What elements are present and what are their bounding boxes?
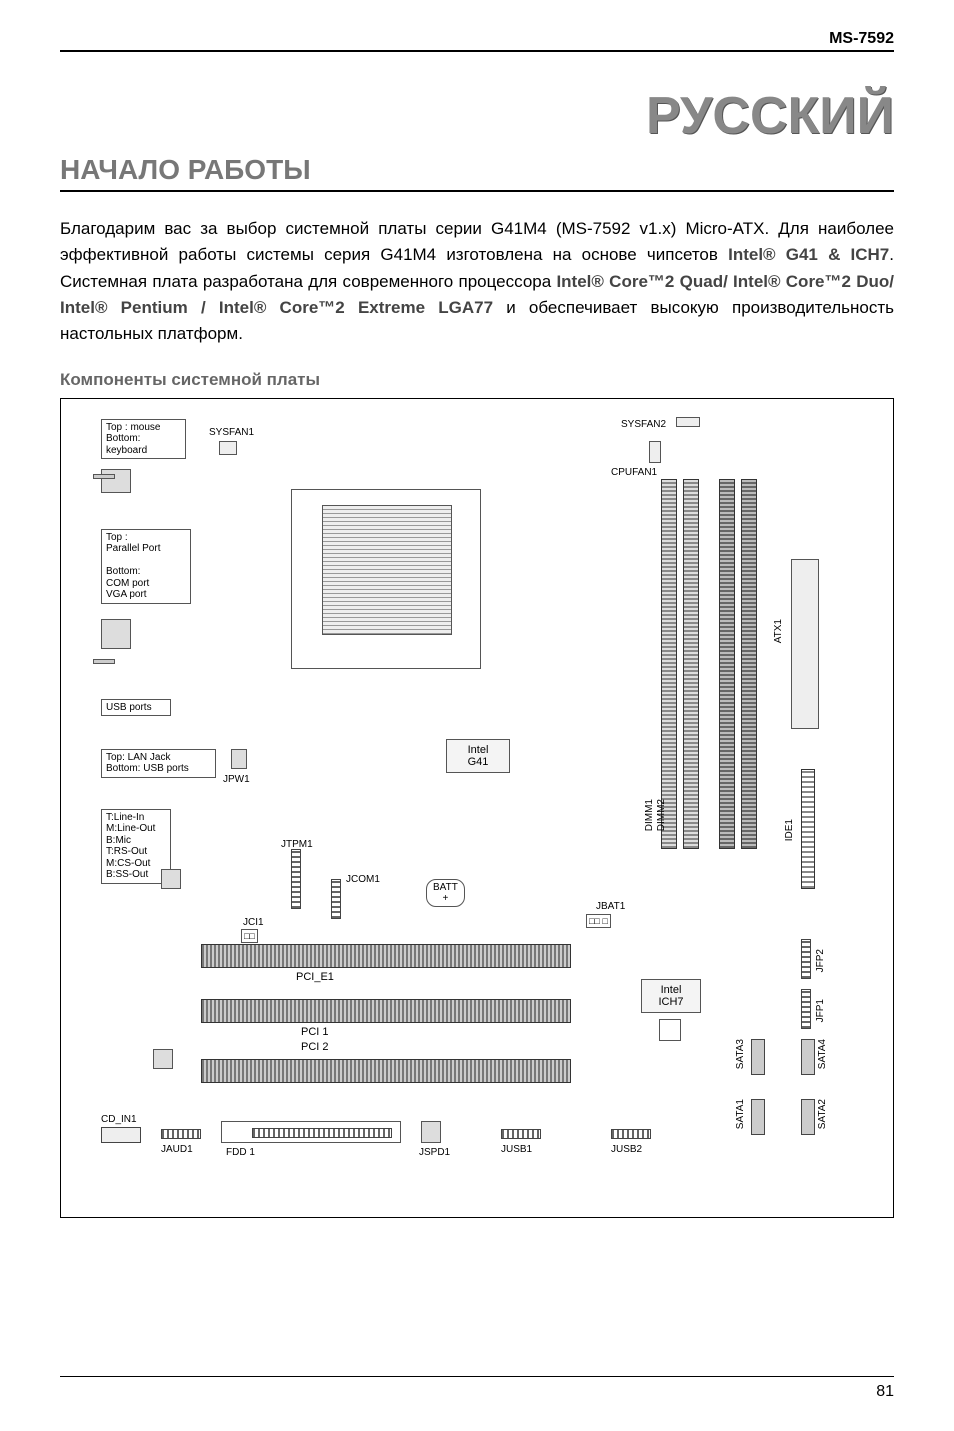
small-chip-icon [153, 1049, 173, 1069]
parallel-port-icon [101, 619, 131, 649]
language-title: РУССКИЙ [60, 86, 894, 146]
ps2-port-icon [101, 469, 131, 493]
edge-nub-icon [93, 659, 115, 664]
jci1-block-icon: □□ [241, 929, 258, 943]
dimm2-label: DIMM2 [656, 799, 667, 831]
pci-slot-icon [201, 1059, 571, 1083]
sysfan2-label: SYSFAN2 [621, 419, 666, 431]
jpw1-label: JPW1 [223, 774, 250, 786]
ide1-label: IDE1 [784, 819, 795, 841]
cdin1-connector-icon [101, 1127, 141, 1143]
sysfan1-header-icon [219, 441, 237, 455]
dimm-slot-icon [661, 479, 677, 849]
jfp2-header-icon [801, 939, 811, 979]
jusb1-header-icon [501, 1129, 541, 1139]
cpufan1-header-icon [649, 441, 661, 463]
jaud1-header-icon [161, 1129, 201, 1139]
header-rule [60, 50, 894, 52]
sata3-label: SATA3 [735, 1039, 746, 1069]
jbat1-block-icon: □□ □ [586, 914, 611, 928]
sysfan2-header-icon [676, 417, 700, 427]
pci-slot-icon [201, 999, 571, 1023]
jfp1-label: JFP1 [815, 999, 826, 1022]
dimm1-label: DIMM1 [644, 799, 655, 831]
board-diagram-frame: Top : mouseBottom:keyboard Top :Parallel… [60, 398, 894, 1218]
jcom1-header-icon [331, 879, 341, 919]
sysfan1-label: SYSFAN1 [209, 427, 254, 439]
sata2-label: SATA2 [817, 1099, 828, 1129]
jpw1-connector-icon [231, 749, 247, 769]
jbat1-label: JBAT1 [596, 901, 625, 913]
cpu-socket-grid-icon [322, 505, 452, 635]
cpufan1-label: CPUFAN1 [611, 467, 657, 479]
ide-connector-icon [801, 769, 815, 889]
pcie-slot-icon [201, 944, 571, 968]
jusb1-label: JUSB1 [501, 1144, 532, 1156]
jfp2-label: JFP2 [815, 949, 826, 972]
cpu-socket-outline [291, 489, 481, 669]
jaud1-label: JAUD1 [161, 1144, 193, 1156]
parallel-label: Top :Parallel PortBottom:COM portVGA por… [101, 529, 191, 604]
ps2-label: Top : mouseBottom:keyboard [101, 419, 186, 460]
jusb2-label: JUSB2 [611, 1144, 642, 1156]
sata1-label: SATA1 [735, 1099, 746, 1129]
dimm-slot-icon [683, 479, 699, 849]
sata4-label: SATA4 [817, 1039, 828, 1069]
atx1-label: ATX1 [773, 619, 784, 643]
battery-label: BATT+ [426, 879, 465, 907]
pci2-label: PCI 2 [301, 1041, 329, 1053]
lan-label: Top: LAN JackBottom: USB ports [101, 749, 216, 778]
dimm-slot-icon [741, 479, 757, 849]
small-chip-icon [161, 869, 181, 889]
intro-paragraph: Благодарим вас за выбор системной платы … [60, 216, 894, 348]
usb-label: USB ports [101, 699, 171, 717]
section-title: НАЧАЛО РАБОТЫ [60, 154, 894, 192]
jtpm1-header-icon [291, 849, 301, 909]
dimm-slot-icon [719, 479, 735, 849]
atx-connector-icon [791, 559, 819, 729]
sub-title: Компоненты системной платы [60, 370, 894, 390]
pci1-label: PCI 1 [301, 1026, 329, 1038]
fdd1-connector-icon [221, 1121, 401, 1143]
fdd1-pins-icon [252, 1128, 392, 1138]
sata3-connector-icon [751, 1039, 765, 1075]
model-number: MS-7592 [60, 30, 894, 48]
sata2-connector-icon [801, 1099, 815, 1135]
northbridge-chip: IntelG41 [446, 739, 510, 773]
sata4-connector-icon [801, 1039, 815, 1075]
cdin1-label: CD_IN1 [101, 1114, 137, 1126]
page-number: 81 [60, 1376, 894, 1401]
jspd1-label: JSPD1 [419, 1147, 450, 1159]
jci1-label: JCI1 [243, 917, 264, 929]
edge-nub-icon [93, 474, 115, 479]
southbridge-chip: IntelICH7 [641, 979, 701, 1013]
jcom1-label: JCOM1 [346, 874, 380, 886]
jusb2-header-icon [611, 1129, 651, 1139]
sata1-connector-icon [751, 1099, 765, 1135]
motherboard-diagram: Top : mouseBottom:keyboard Top :Parallel… [101, 419, 861, 1199]
sb-chip-die-icon [659, 1019, 681, 1041]
jtpm1-label: JTPM1 [281, 839, 313, 851]
fdd1-label: FDD 1 [226, 1147, 255, 1159]
jfp1-header-icon [801, 989, 811, 1029]
pcie1-label: PCI_E1 [296, 971, 334, 983]
jspd1-connector-icon [421, 1121, 441, 1143]
